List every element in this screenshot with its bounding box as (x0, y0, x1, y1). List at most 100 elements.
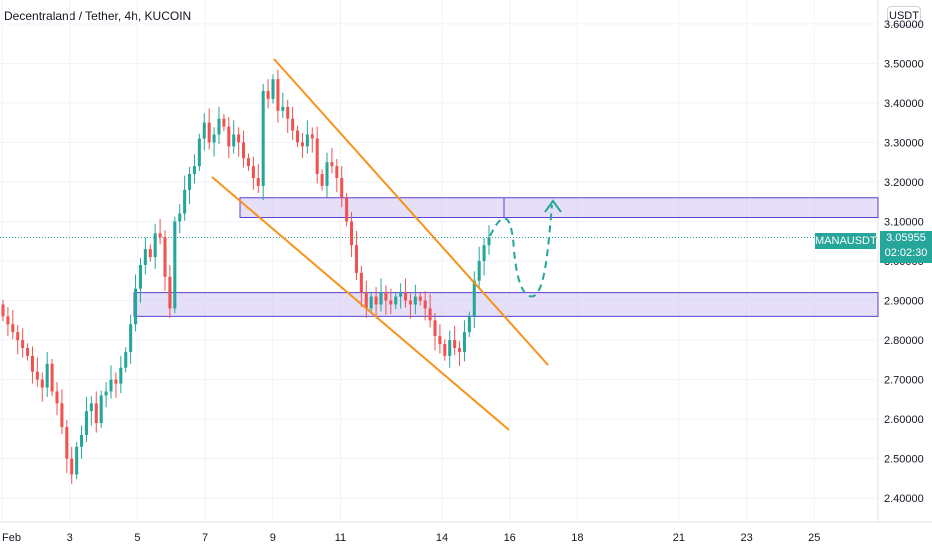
candle-body (487, 237, 491, 246)
candle-body (379, 292, 383, 305)
candle-body (178, 213, 182, 222)
x-tick-label: 14 (436, 532, 448, 544)
candle-body (354, 245, 358, 273)
projection-arrow-icon (544, 199, 562, 213)
y-tick-label: 3.30000 (884, 137, 924, 149)
candle-body (438, 336, 442, 345)
candle-body (237, 134, 241, 143)
candle-body (109, 379, 113, 392)
chart-title: Decentraland / Tether, 4h, KUCOIN (4, 9, 192, 23)
candle-body (119, 367, 123, 384)
candle-body (482, 245, 486, 261)
candle-body (286, 106, 290, 119)
x-tick-label: 16 (504, 532, 516, 544)
upper-trendline (273, 58, 549, 366)
candle-body (394, 296, 398, 305)
candle-body (11, 324, 15, 333)
candle-body (399, 292, 403, 297)
x-tick-label: 11 (335, 532, 346, 544)
candle-body (124, 351, 128, 368)
candle-body (310, 134, 314, 139)
y-tick-label: 3.50000 (884, 58, 924, 70)
candle-body (413, 296, 417, 305)
candle-body (89, 403, 93, 412)
candle-body (242, 142, 246, 159)
current-price: 3.05955 (886, 232, 926, 244)
candle-body (60, 403, 64, 428)
candle-body (472, 280, 476, 317)
candle-body (281, 106, 285, 111)
currency-badge[interactable]: USDT (887, 6, 921, 26)
candle-body (325, 162, 329, 186)
candle-body (168, 276, 172, 309)
candle-body (114, 379, 118, 384)
candle-body (104, 391, 108, 396)
candle-body (70, 458, 74, 475)
candle-body (369, 296, 373, 309)
x-tick-label: Feb (2, 532, 21, 544)
y-tick-label: 2.90000 (884, 296, 924, 308)
y-tick-label: 2.80000 (884, 335, 924, 347)
grid (0, 0, 932, 523)
x-tick-label: 21 (673, 532, 685, 544)
drawings (211, 58, 562, 431)
candle-body (80, 434, 84, 447)
candle-body (30, 355, 34, 372)
x-tick-label: 5 (134, 532, 140, 544)
y-tick-label: 2.70000 (884, 375, 924, 387)
candle-body (129, 324, 133, 352)
candle-body (143, 249, 147, 265)
candle-body (350, 221, 354, 246)
candle-body (16, 332, 20, 341)
candle-body (45, 363, 49, 388)
candle-body (467, 316, 471, 333)
symbol-tag: MANAUSDT (815, 233, 877, 249)
x-tick-label: 3 (67, 532, 73, 544)
candle-body (246, 158, 250, 167)
candle-body (192, 166, 196, 175)
candle-body (374, 296, 378, 305)
candle-body (462, 332, 466, 352)
candle-body (448, 340, 452, 356)
candle-body (158, 233, 162, 238)
candle-body (359, 272, 363, 293)
candle-body (330, 162, 334, 167)
candle-body (423, 300, 427, 309)
candle-body (40, 379, 44, 388)
candle-body (153, 233, 157, 258)
candle-body (55, 391, 59, 404)
candle-body (183, 189, 187, 214)
candle-body (418, 296, 422, 301)
x-axis[interactable]: Feb 3 5 7 9 11 14 16 18 21 23 25 (2, 532, 820, 544)
candle-body (261, 91, 265, 186)
candle-body (477, 261, 481, 281)
candle-body (138, 264, 142, 289)
candle-body (300, 142, 304, 147)
y-tick-label: 3.20000 (884, 177, 924, 189)
candle-body (84, 411, 88, 435)
candle-body (320, 174, 324, 186)
candle-body (335, 166, 339, 178)
candle-body (232, 134, 236, 147)
candle-body (384, 292, 388, 301)
candle-body (428, 308, 432, 321)
candle-body (340, 177, 344, 198)
candle-body (222, 118, 226, 127)
candle-body (296, 130, 300, 143)
candle-body (305, 134, 309, 147)
candle-body (345, 197, 349, 222)
candle-body (207, 122, 211, 143)
candle-body (217, 118, 221, 135)
candle-body (99, 395, 103, 424)
candle-body (443, 344, 447, 356)
candle-body (188, 174, 192, 190)
candle-body (94, 403, 98, 424)
candle-body (251, 166, 255, 178)
candle-body (197, 138, 201, 167)
candle-body (266, 91, 270, 99)
candle-body (6, 316, 10, 325)
candle-body (276, 79, 280, 111)
y-tick-label: 2.60000 (884, 414, 924, 426)
y-tick-label: 3.60000 (884, 19, 924, 31)
